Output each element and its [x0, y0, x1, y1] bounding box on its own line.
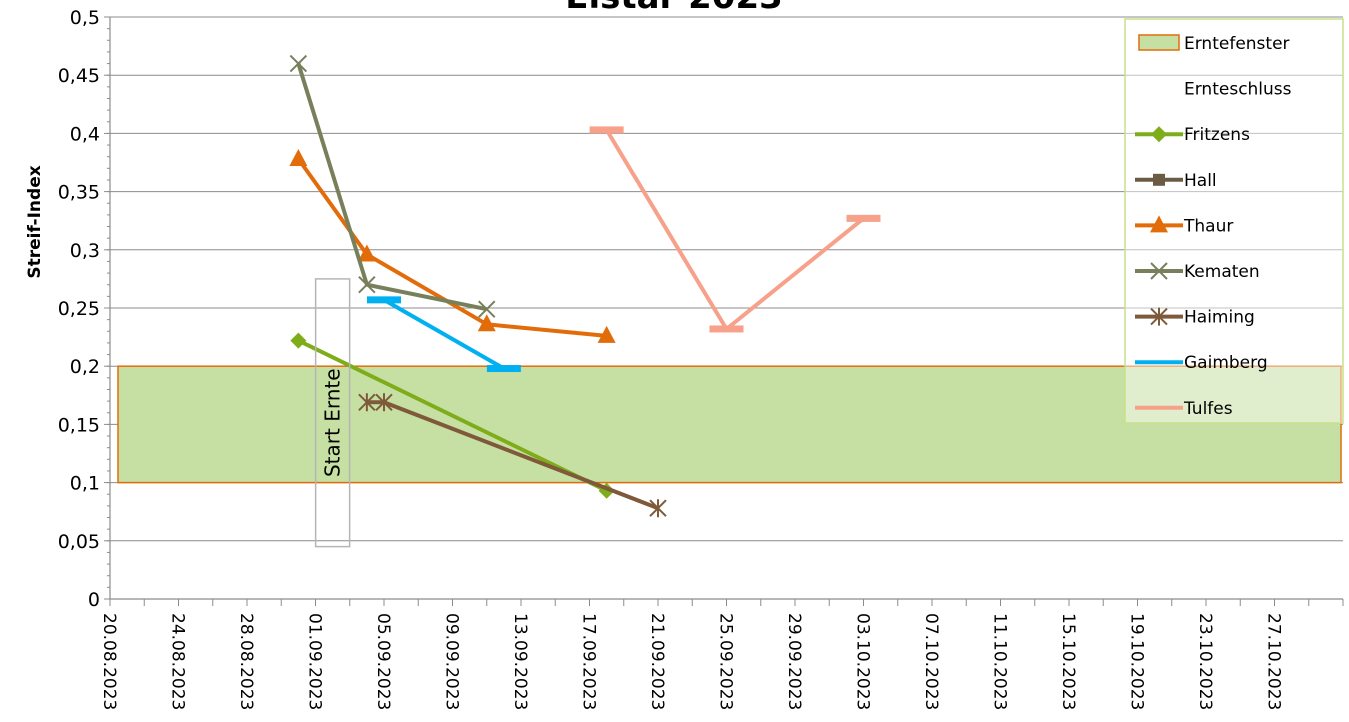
y-tick-label: 0,15 [58, 414, 100, 436]
legend-item-ernteschluss: Ernteschluss [1184, 80, 1292, 100]
legend-label: Tulfes [1183, 399, 1233, 419]
x-tick-label: 15.10.2023 [1058, 613, 1078, 710]
legend-item-kematen: Kematen [1135, 262, 1260, 282]
legend-item-haiming: Haiming [1135, 307, 1255, 328]
data-point [375, 393, 393, 412]
legend-label: Fritzens [1184, 125, 1250, 145]
series-line [296, 157, 607, 338]
data-point [358, 393, 376, 412]
y-tick-label: 0,25 [58, 298, 100, 320]
data-point [1150, 307, 1168, 326]
x-tick-label: 07.10.2023 [921, 613, 941, 710]
x-tick-label: 13.09.2023 [510, 613, 530, 710]
y-tick-label: 0,3 [70, 240, 100, 262]
x-tick-label: 19.10.2023 [1127, 613, 1147, 710]
y-tick-label: 0,35 [58, 182, 100, 204]
x-tick-label: 27.10.2023 [1264, 613, 1284, 710]
series-line [383, 298, 505, 371]
legend-label: Gaimberg [1184, 353, 1268, 373]
data-point [1151, 126, 1167, 143]
data-point [478, 300, 496, 318]
y-tick-label: 0,4 [70, 123, 100, 145]
x-tick-label: 11.10.2023 [990, 613, 1010, 710]
x-tick-label: 25.09.2023 [716, 613, 736, 710]
x-tick-label: 03.10.2023 [853, 613, 873, 710]
legend-label: Kematen [1184, 262, 1260, 282]
y-tick-label: 0,45 [58, 65, 100, 87]
legend-label: Erntefenster [1184, 34, 1290, 54]
x-tick-label: 23.10.2023 [1195, 613, 1215, 710]
legend-item-fritzens: Fritzens [1135, 125, 1250, 145]
legend-label: Hall [1184, 171, 1217, 191]
y-tick-label: 0,05 [58, 531, 100, 553]
start-ernte-box [314, 278, 351, 548]
legend-item-hall: Hall [1135, 171, 1217, 191]
data-point [1150, 215, 1168, 233]
chart-title: Elstar 2023 [565, 0, 783, 17]
legend-item-tulfes: Tulfes [1135, 399, 1233, 419]
y-tick-label: 0,1 [70, 473, 100, 495]
series-gaimberg [367, 296, 521, 373]
x-tick-label: 29.09.2023 [784, 613, 804, 710]
x-tick-label: 28.08.2023 [236, 613, 256, 710]
data-point [1153, 173, 1165, 186]
data-point [357, 244, 376, 262]
harvest-window-band [117, 365, 1342, 484]
legend-label: Haiming [1184, 308, 1255, 328]
start-ernte-label: Start Ernte [321, 368, 345, 477]
y-tick-label: 0,2 [70, 356, 100, 378]
x-tick-label: 17.09.2023 [579, 613, 599, 710]
x-tick-label: 20.08.2023 [99, 613, 119, 710]
data-point [486, 365, 521, 373]
y-tick-label: 0,5 [70, 7, 100, 29]
harvest-window [117, 365, 1342, 484]
data-point [846, 214, 881, 222]
legend-swatch [1138, 34, 1180, 51]
data-point [289, 54, 308, 73]
data-point [358, 276, 376, 294]
series-tulfes [589, 126, 881, 333]
series-kematen [289, 54, 496, 318]
x-tick-label: 01.09.2023 [305, 613, 325, 710]
data-point [1150, 262, 1168, 280]
y-tick-label: 0 [88, 589, 100, 611]
data-point [589, 126, 624, 134]
legend-item-gaimberg: Gaimberg [1135, 353, 1268, 373]
data-point [289, 149, 308, 167]
x-tick-label: 05.09.2023 [373, 613, 393, 710]
legend-item-erntefenster: Erntefenster [1138, 34, 1290, 54]
x-tick-label: 24.08.2023 [168, 613, 188, 710]
series-haiming [358, 393, 667, 518]
legend-label: Thaur [1183, 216, 1233, 236]
legend-item-thaur: Thaur [1135, 215, 1233, 236]
data-point [709, 325, 744, 333]
axes: 0 0,05 0,1 0,15 0,2 0,25 0,3 0,35 0,4 0,45 0,5 20.0… [58, 7, 1344, 710]
data-point [597, 325, 616, 343]
start-ernte-annotation: Start Ernte [314, 278, 351, 548]
data-point [290, 332, 307, 349]
y-axis-label: Streif-Index [25, 165, 45, 278]
x-tick-label: 21.09.2023 [647, 613, 667, 710]
data-point [649, 499, 667, 518]
legend: Erntefenster Ernteschluss Fritzens Hall Thau… [1124, 18, 1344, 424]
x-tick-label: 09.09.2023 [442, 613, 462, 710]
data-point [477, 314, 496, 332]
series-thaur [289, 149, 616, 343]
data-point [367, 296, 401, 304]
legend-label: Ernteschluss [1184, 80, 1292, 100]
